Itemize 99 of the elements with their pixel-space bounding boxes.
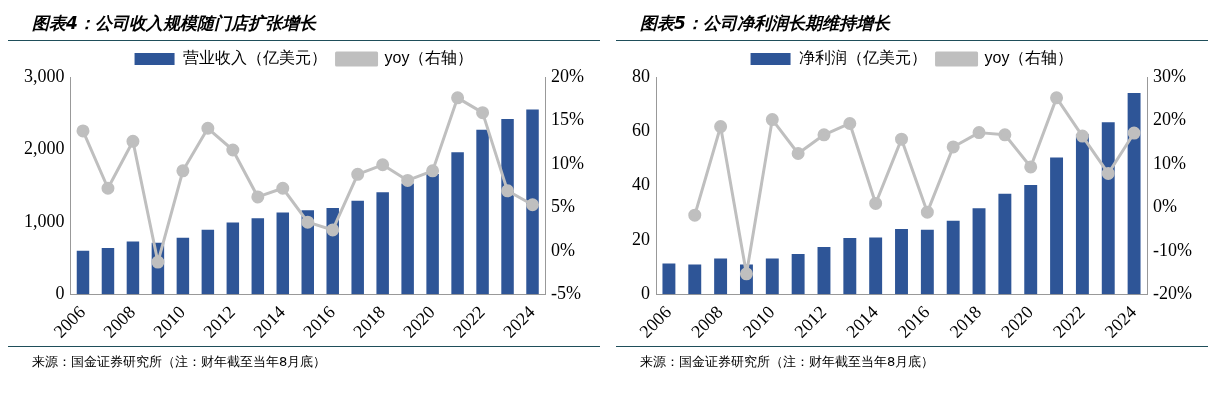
point <box>276 181 290 195</box>
bar <box>76 250 90 295</box>
bar <box>843 238 857 295</box>
point <box>251 190 265 204</box>
bar <box>526 109 539 295</box>
bar <box>501 119 514 295</box>
bar <box>276 212 290 295</box>
bar <box>765 258 779 295</box>
bar <box>714 258 728 295</box>
legend-label: 净利润（亿美元） <box>798 49 927 67</box>
source-note: 来源：国金证券研究所（注：财年截至当年8月底） <box>8 346 600 371</box>
bar <box>101 247 115 295</box>
point <box>1127 126 1141 140</box>
bar <box>176 237 190 295</box>
y2-tick-label: 20% <box>1153 109 1187 130</box>
point <box>688 208 702 222</box>
point <box>101 181 115 195</box>
point <box>476 106 490 120</box>
bar <box>688 264 702 295</box>
point <box>998 128 1012 142</box>
bar <box>351 200 364 295</box>
y-tick-label: 20 <box>632 228 650 249</box>
point <box>1024 160 1038 174</box>
point <box>351 167 365 181</box>
point <box>1050 91 1064 105</box>
y-tick-label: 1,000 <box>24 210 65 231</box>
y-tick-label: 0 <box>55 283 65 304</box>
y2-tick-label: 30% <box>1153 65 1187 86</box>
point <box>76 124 90 138</box>
bar <box>920 229 934 295</box>
point <box>226 143 240 157</box>
bar <box>1050 157 1064 295</box>
y2-tick-label: -5% <box>551 283 582 304</box>
bar <box>998 193 1012 295</box>
y2-tick-label: 0% <box>1153 196 1178 217</box>
y-tick-label: 60 <box>632 120 650 141</box>
point <box>739 267 753 281</box>
y-tick-label: 40 <box>632 174 650 195</box>
point <box>920 205 934 219</box>
point <box>126 134 140 148</box>
bar <box>376 192 389 295</box>
bar <box>476 129 489 295</box>
point <box>972 126 986 140</box>
bar <box>817 247 831 295</box>
point <box>843 117 857 130</box>
bar <box>426 174 439 295</box>
bar <box>946 220 960 295</box>
point <box>1075 129 1089 143</box>
point <box>151 255 165 269</box>
bar <box>662 263 676 295</box>
y2-tick-label: -10% <box>1153 239 1193 260</box>
chart-title: 图表4：公司收入规模随门店扩张增长 <box>8 0 600 41</box>
bar <box>1024 185 1038 295</box>
bar <box>401 183 414 295</box>
point <box>501 184 515 198</box>
y-tick-label: 0 <box>641 283 650 304</box>
point <box>1101 166 1115 180</box>
bar <box>1127 93 1141 295</box>
y2-tick-label: 20% <box>551 65 585 86</box>
point <box>401 173 415 187</box>
bar <box>791 254 805 295</box>
point <box>176 164 190 178</box>
point <box>201 121 215 135</box>
point <box>326 223 340 237</box>
bar <box>451 152 464 295</box>
chart-title: 图表5：公司净利润长期维持增长 <box>616 0 1208 41</box>
legend-label: 营业收入（亿美元） <box>182 49 327 67</box>
y-tick-label: 2,000 <box>24 138 65 159</box>
point <box>869 196 883 210</box>
bar <box>895 229 908 295</box>
bar <box>972 208 986 295</box>
y2-tick-label: 15% <box>551 109 585 130</box>
point <box>895 132 909 146</box>
point <box>946 140 960 154</box>
bar <box>251 218 265 295</box>
y-tick-label: 3,000 <box>24 65 65 86</box>
legend-label: yoy（右轴） <box>384 49 474 67</box>
point <box>526 198 540 212</box>
point <box>451 91 465 105</box>
y2-tick-label: 10% <box>1153 152 1187 173</box>
y2-tick-label: 0% <box>551 239 576 260</box>
y2-tick-label: -20% <box>1153 283 1193 304</box>
point <box>301 215 315 229</box>
y2-tick-label: 10% <box>551 152 585 173</box>
point <box>426 164 440 178</box>
point <box>714 120 728 134</box>
bar <box>226 222 240 295</box>
point <box>765 113 779 127</box>
bar <box>1101 122 1115 295</box>
bar <box>126 241 140 295</box>
point <box>817 128 831 142</box>
y-tick-label: 80 <box>632 65 650 86</box>
bar <box>201 229 215 295</box>
bar <box>869 237 883 295</box>
point <box>376 158 390 172</box>
y2-tick-label: 5% <box>551 196 576 217</box>
source-note: 来源：国金证券研究所（注：财年截至当年8月底） <box>616 346 1208 371</box>
legend-label: yoy（右轴） <box>984 49 1074 67</box>
point <box>791 146 805 160</box>
